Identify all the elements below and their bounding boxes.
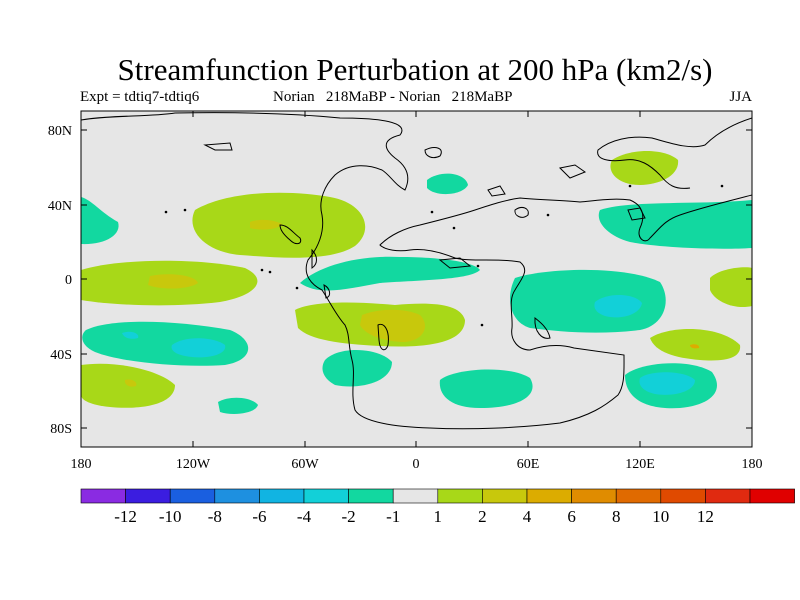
- islet: [452, 226, 456, 230]
- islet: [546, 213, 550, 217]
- colorbar-box: [392, 488, 439, 504]
- plot-title: Streamfunction Perturbation at 200 hPa (…: [117, 52, 713, 87]
- colorbar-box: [705, 488, 751, 504]
- colorbar-box: [660, 488, 706, 504]
- anomaly-core: [594, 294, 642, 318]
- colorbar-box: [526, 488, 572, 504]
- islet: [476, 264, 480, 268]
- y-tick-label: 80S: [50, 422, 72, 437]
- anomaly-core: [171, 338, 226, 358]
- islet: [295, 286, 299, 290]
- islet: [480, 323, 484, 327]
- island: [279, 224, 302, 245]
- colorbar-label: -1: [386, 507, 400, 526]
- island: [627, 207, 646, 221]
- x-tick-label: 120E: [625, 457, 655, 472]
- anomaly-region: [510, 269, 666, 333]
- tick-marks: [81, 111, 752, 447]
- colorbar-box: [482, 488, 528, 504]
- anomaly-region: [81, 363, 175, 408]
- anomaly-region: [218, 397, 258, 414]
- anomaly-core: [360, 309, 425, 342]
- colorbar-box: [125, 488, 171, 504]
- colorbar-box: [80, 488, 126, 504]
- island: [203, 142, 233, 151]
- island: [438, 257, 472, 269]
- islet: [268, 270, 272, 274]
- colorbar-box: [571, 488, 617, 504]
- anomaly-core: [250, 219, 282, 230]
- colorbar-label: 1: [434, 507, 443, 526]
- colorbar-label: 6: [567, 507, 576, 526]
- colorbar-label: 4: [523, 507, 532, 526]
- y-axis-labels: 80N 40N 0 40S 80S: [48, 124, 72, 437]
- island: [487, 185, 506, 197]
- island: [514, 207, 529, 218]
- x-tick-label: 180: [71, 457, 92, 472]
- island: [377, 323, 389, 351]
- small-islands: [164, 184, 724, 327]
- anomaly-region: [598, 200, 752, 249]
- coastlines: [81, 112, 752, 430]
- colorbar-label: 12: [697, 507, 714, 526]
- colorbar-box: [214, 488, 260, 504]
- island: [558, 164, 587, 179]
- x-tick-label: 0: [413, 457, 420, 472]
- season-label: JJA: [729, 89, 752, 105]
- colorbar-box: [749, 488, 795, 504]
- islet: [260, 268, 264, 272]
- case-label: Norian 218MaBP - Norian 218MaBP: [273, 89, 513, 105]
- colorbar-box: [303, 488, 349, 504]
- island: [424, 147, 442, 159]
- anomaly-region: [322, 350, 392, 387]
- anomaly-region: [81, 197, 119, 245]
- anomaly-core: [122, 331, 139, 339]
- anomaly-region: [439, 369, 533, 408]
- x-tick-label: 180: [742, 457, 763, 472]
- colorbar-label: -12: [114, 507, 137, 526]
- x-tick-label: 120W: [176, 457, 211, 472]
- anomaly-region: [710, 267, 752, 308]
- anomaly-core: [124, 379, 137, 387]
- colorbar-label: -10: [159, 507, 182, 526]
- x-tick-label: 60E: [517, 457, 540, 472]
- x-axis-labels: 180 120W 60W 0 60E 120E 180: [71, 457, 763, 472]
- colorbar-box: [348, 488, 394, 504]
- island: [323, 284, 331, 299]
- y-tick-label: 40S: [50, 348, 72, 363]
- anomaly-core: [690, 344, 700, 349]
- colorbar-box: [437, 488, 483, 504]
- supercontinent-coastline: [81, 112, 752, 430]
- y-tick-label: 80N: [48, 124, 72, 139]
- islet: [183, 208, 187, 212]
- experiment-label: Expt = tdtiq7-tdtiq6: [80, 89, 200, 105]
- colorbar-box: [259, 488, 305, 504]
- supercontinent-coastline: [597, 117, 752, 189]
- islet: [164, 210, 168, 214]
- colorbar-label: -4: [297, 507, 312, 526]
- colorbar-label: -2: [342, 507, 356, 526]
- x-tick-label: 60W: [291, 457, 319, 472]
- colorbar: -12 -10 -8 -6 -4 -2 -1 1 2 4 6 8 10 12: [80, 488, 795, 526]
- anomaly-region: [300, 256, 480, 291]
- island: [311, 248, 317, 269]
- colorbar-label: -8: [208, 507, 222, 526]
- colorbar-box: [169, 488, 216, 504]
- anomaly-core: [148, 274, 198, 289]
- colorbar-label: 8: [612, 507, 621, 526]
- anomaly-region: [427, 173, 468, 195]
- colorbar-label: -6: [252, 507, 266, 526]
- island: [534, 317, 551, 339]
- y-tick-label: 40N: [48, 199, 72, 214]
- islet: [628, 184, 632, 188]
- colorbar-box: [615, 488, 662, 504]
- colorbar-label: 10: [652, 507, 669, 526]
- colorbar-label: 2: [478, 507, 487, 526]
- islet: [430, 210, 434, 214]
- islet: [720, 184, 724, 188]
- y-tick-label: 0: [65, 273, 72, 288]
- anomaly-core: [639, 372, 695, 395]
